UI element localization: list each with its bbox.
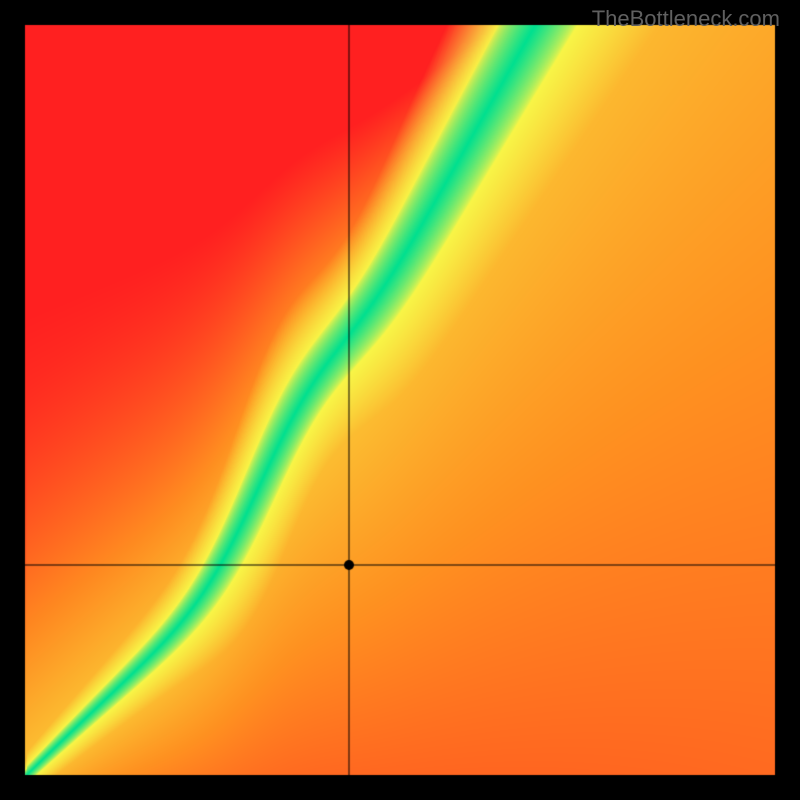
watermark-text: TheBottleneck.com	[592, 6, 780, 32]
chart-container: TheBottleneck.com	[0, 0, 800, 800]
heatmap-canvas	[0, 0, 800, 800]
